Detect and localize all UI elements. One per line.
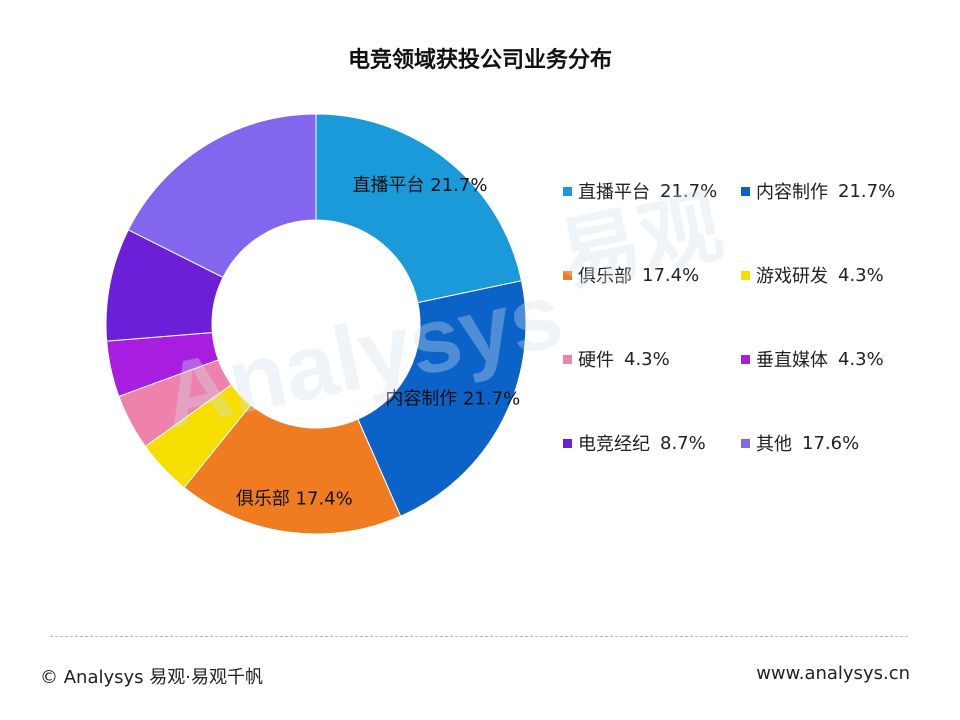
donut-slice	[357, 280, 527, 517]
legend-label: 其他	[756, 434, 792, 455]
legend-label: 俱乐部	[578, 266, 632, 287]
legend-label: 游戏研发	[756, 266, 828, 287]
legend-label: 垂直媒体	[756, 350, 828, 371]
legend-item: 硬件 4.3%	[563, 346, 741, 372]
legend-value: 8.7%	[660, 432, 706, 454]
donut-slice	[315, 113, 523, 304]
legend-swatch	[741, 438, 750, 448]
legend-label: 硬件	[578, 350, 614, 371]
legend-item: 其他 17.6%	[741, 430, 931, 456]
donut-slice	[183, 404, 402, 535]
footer-copyright: © Analysys 易观·易观千帆	[40, 667, 263, 688]
legend-item: 游戏研发 4.3%	[741, 262, 931, 288]
slice-data-label: 俱乐部 17.4%	[236, 489, 353, 510]
legend-label: 直播平台	[578, 182, 650, 203]
legend-value: 4.3%	[624, 348, 670, 370]
legend-value: 17.4%	[642, 264, 700, 286]
legend-value: 17.6%	[802, 432, 860, 454]
legend-swatch	[563, 186, 572, 196]
slice-data-label: 直播平台 21.7%	[353, 175, 488, 196]
chart-title: 电竞领域获投公司业务分布	[347, 48, 612, 73]
legend-swatch	[563, 270, 572, 280]
slice-data-label: 内容制作 21.7%	[385, 388, 520, 409]
legend-label: 内容制作	[756, 182, 828, 203]
legend-label: 电竞经纪	[578, 434, 650, 455]
legend-swatch	[741, 354, 750, 364]
legend-swatch	[741, 186, 750, 196]
legend-swatch	[563, 438, 572, 448]
legend-swatch	[563, 354, 572, 364]
donut-slice	[127, 113, 317, 279]
legend-item: 俱乐部 17.4%	[563, 262, 741, 288]
legend-value: 21.7%	[660, 180, 718, 202]
footer-divider	[50, 636, 908, 637]
legend-value: 4.3%	[838, 264, 884, 286]
chart-legend: 直播平台 21.7% 内容制作 21.7% 俱乐部 17.4% 游戏研发 4.3% 硬件 4.3%…	[563, 178, 943, 456]
legend-swatch	[741, 270, 750, 280]
legend-item: 内容制作 21.7%	[741, 178, 931, 204]
legend-value: 4.3%	[838, 348, 884, 370]
legend-item: 直播平台 21.7%	[563, 178, 741, 204]
footer-url[interactable]: www.analysys.cn	[756, 663, 910, 684]
legend-item: 电竞经纪 8.7%	[563, 430, 741, 456]
legend-value: 21.7%	[838, 180, 896, 202]
legend-item: 垂直媒体 4.3%	[741, 346, 931, 372]
